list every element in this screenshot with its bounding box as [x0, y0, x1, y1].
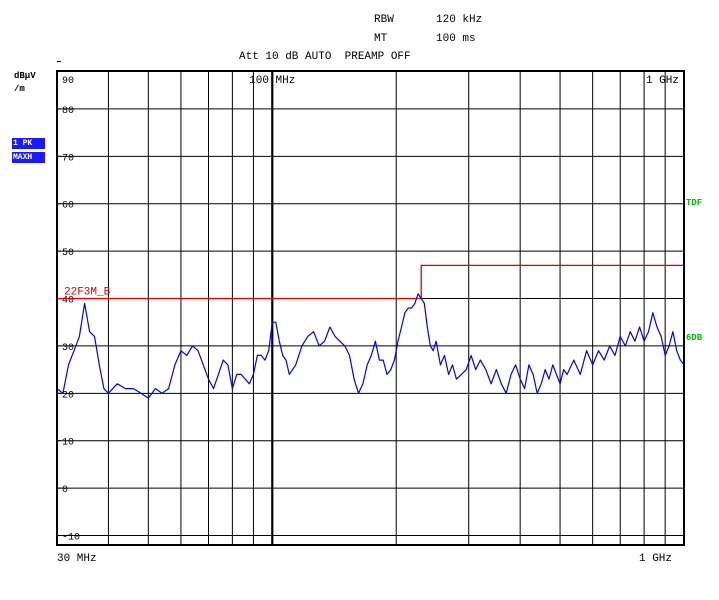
- x-top-label: 100 MHz: [249, 75, 295, 87]
- trace-line: [56, 293, 685, 399]
- mt-label: MT: [374, 33, 388, 45]
- y-tick-label: 30: [62, 343, 74, 354]
- y-tick-label: 90: [62, 76, 74, 87]
- limit-line-group: 22F3M_B: [57, 264, 684, 300]
- y-tick-label: 70: [62, 153, 74, 164]
- x-top-label: 1 GHz: [646, 75, 679, 87]
- y-tick-label: 50: [62, 248, 74, 259]
- y-tick-label: 80: [62, 106, 74, 117]
- y-unit-label: dBµV /m: [14, 70, 36, 96]
- rbw-label: RBW: [374, 14, 394, 26]
- trace-group: [56, 293, 685, 399]
- y-unit-line1: dBµV: [14, 71, 36, 81]
- x-start-label: 30 MHz: [57, 553, 97, 565]
- limit-line-label: 22F3M_B: [64, 287, 111, 299]
- trace-mode-badge: 1 PK: [12, 138, 45, 149]
- chart-grid: [57, 71, 684, 545]
- y-unit-line2: /m: [14, 84, 25, 94]
- y-tick-label: 20: [62, 390, 74, 401]
- y-tick-labels: 90 80 70 60 50 40 30 20 10 0 -10: [57, 61, 80, 544]
- y-tick-label: 60: [62, 201, 74, 212]
- x-end-label: 1 GHz: [639, 553, 673, 565]
- attenuation-line: Att 10 dB AUTO PREAMP OFF: [239, 51, 411, 63]
- mt-value: 100 ms: [436, 33, 476, 45]
- y-tick-label: -10: [62, 533, 80, 544]
- x-top-labels: 100 MHz 1 GHz: [249, 75, 679, 87]
- y-tick-label: 40: [62, 296, 74, 307]
- rbw-value: 120 kHz: [436, 14, 483, 26]
- y-tick-label: 10: [62, 438, 74, 449]
- limit-line: [57, 264, 684, 300]
- trace-detector-badge: MAXH: [12, 152, 45, 163]
- side-label-6db: 6DB: [686, 333, 703, 343]
- plot-frame: [56, 70, 685, 546]
- y-tick-label: 0: [62, 485, 68, 496]
- side-label-tdf: TDF: [686, 198, 703, 208]
